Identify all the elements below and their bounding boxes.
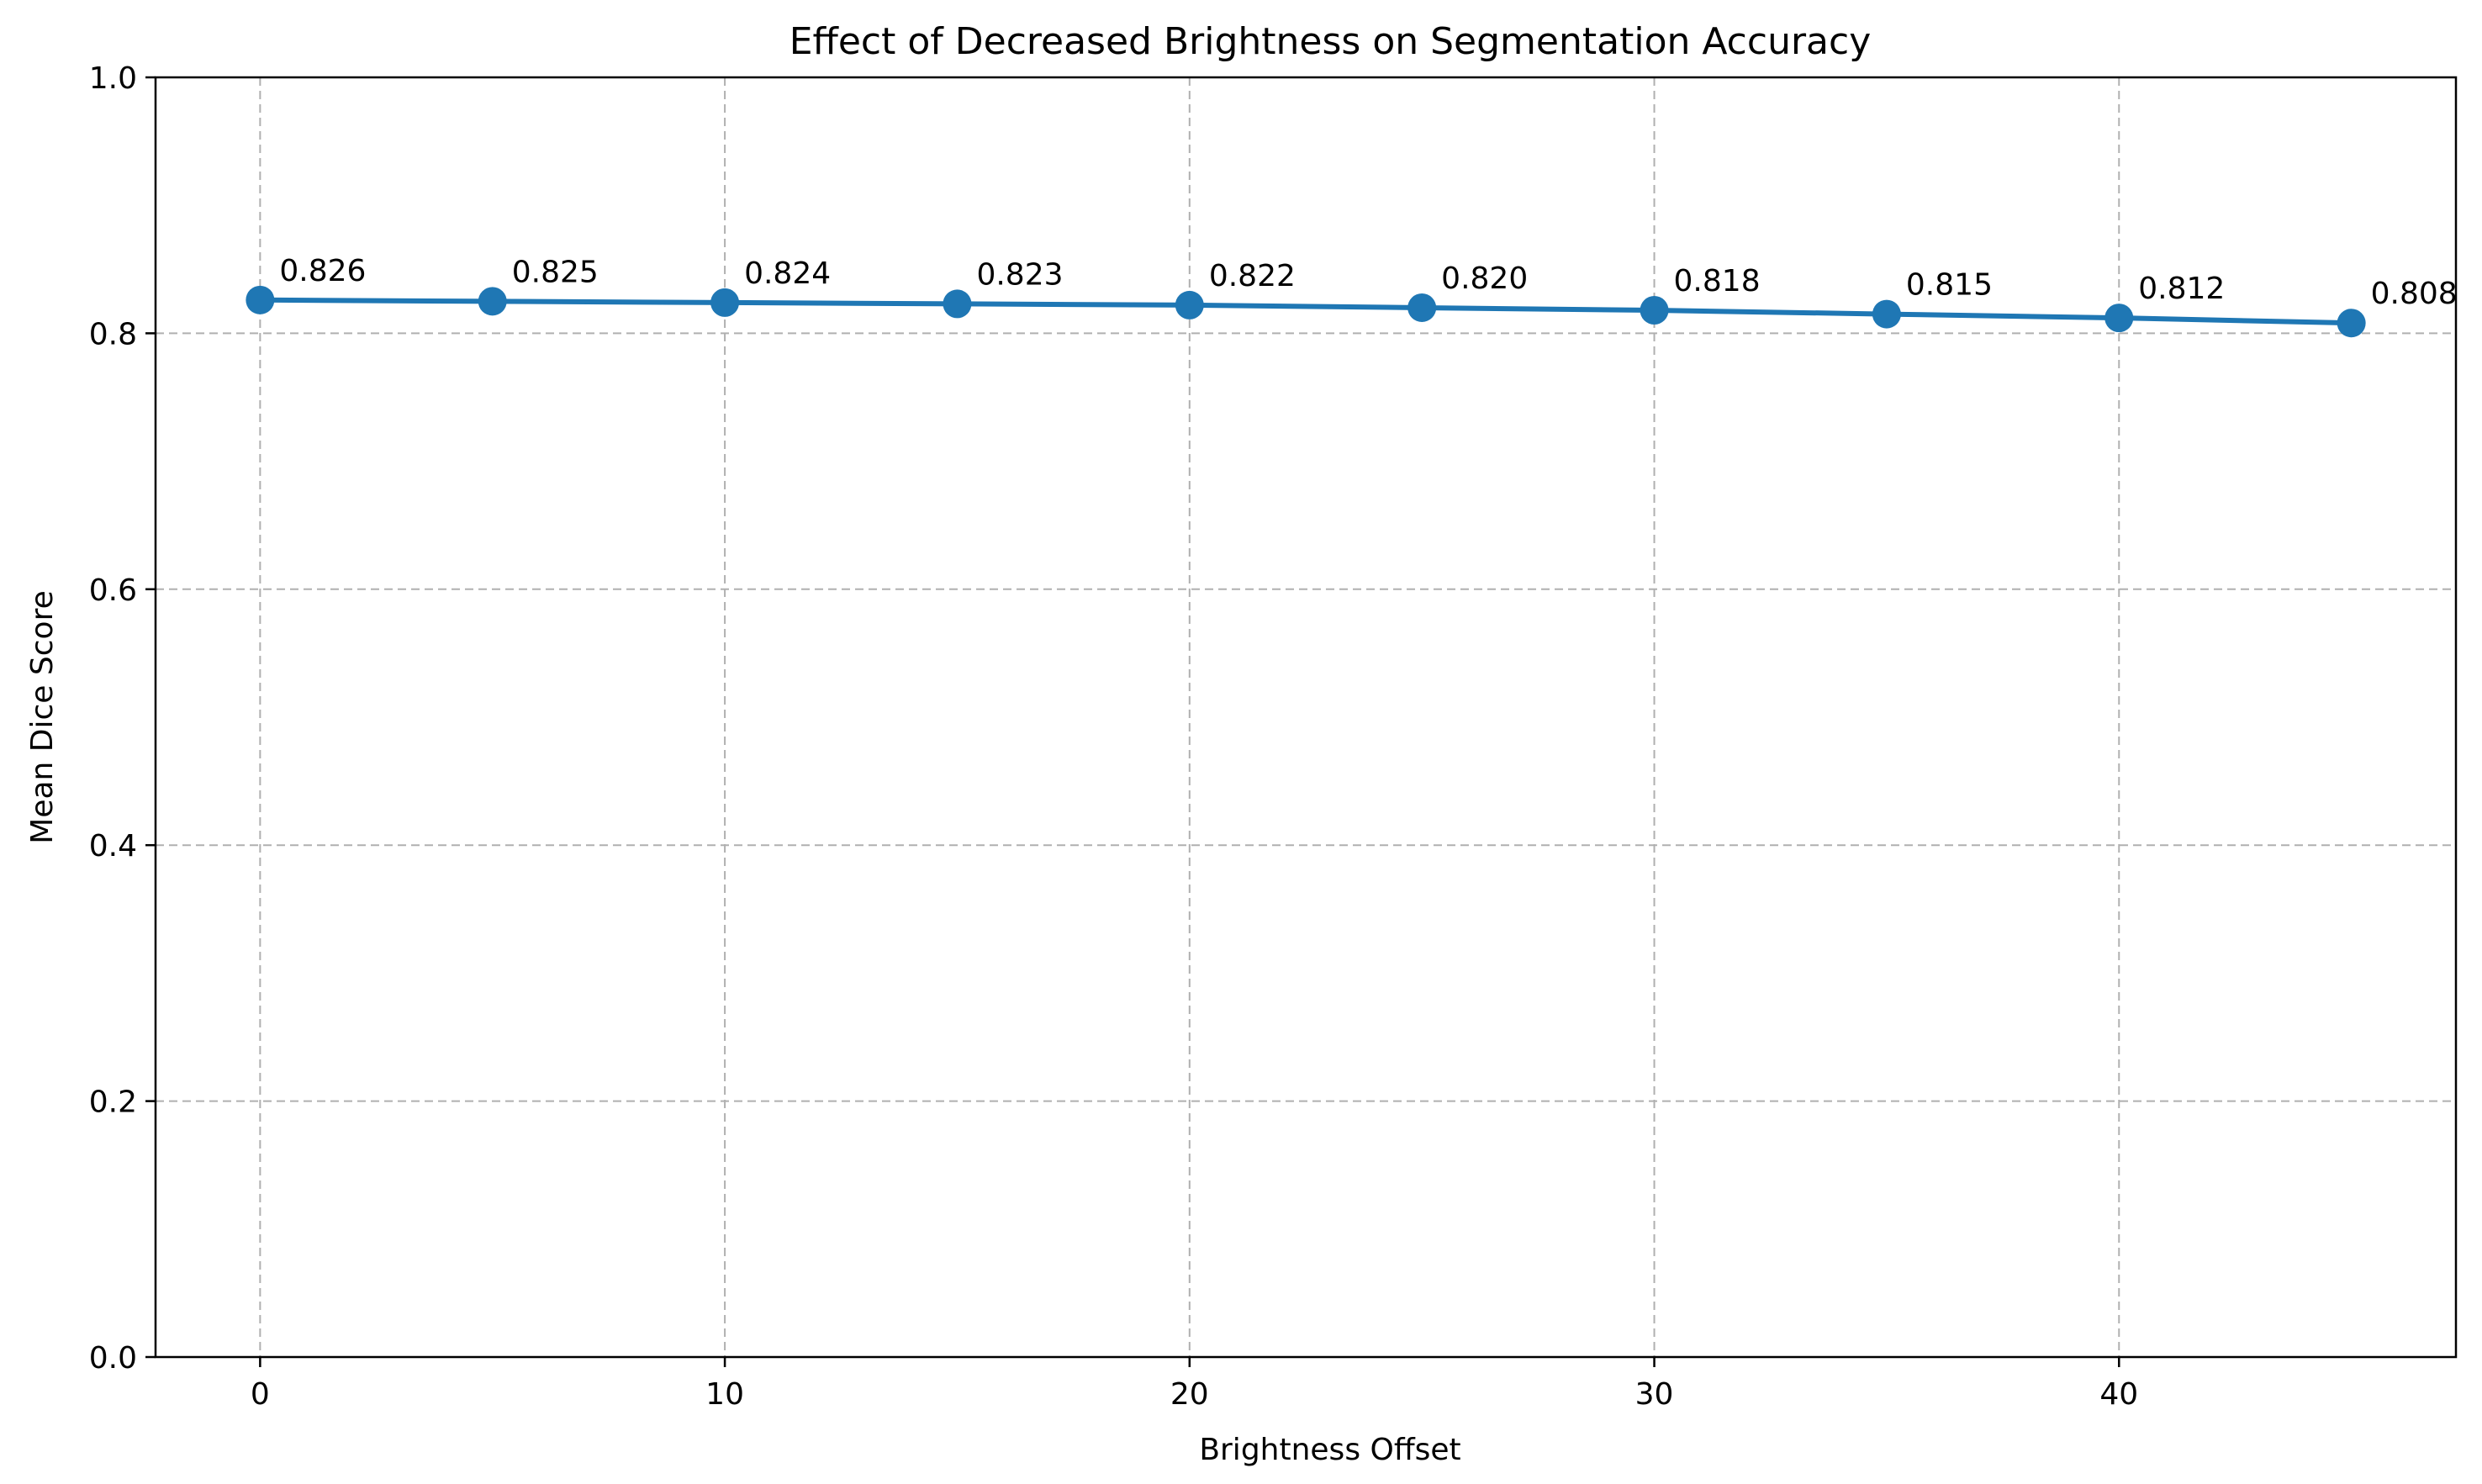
y-tick-label: 1.0 — [89, 61, 137, 96]
chart-title: Effect of Decreased Brightness on Segmen… — [789, 20, 1871, 63]
data-point — [246, 285, 275, 314]
data-label: 0.825 — [512, 255, 599, 289]
data-label: 0.824 — [744, 256, 831, 291]
y-tick-label: 0.4 — [89, 829, 137, 863]
plot-frame — [154, 76, 2458, 1359]
x-tick-label: 0 — [251, 1377, 270, 1412]
y-tick-label: 0.6 — [89, 573, 137, 608]
data-label: 0.812 — [2138, 272, 2225, 306]
data-point — [478, 287, 507, 316]
x-tick-label: 20 — [1170, 1377, 1209, 1412]
data-point — [710, 288, 740, 317]
y-axis-ticks: 0.0 0.2 0.4 0.6 0.8 1.0 — [89, 61, 156, 1376]
data-point — [1640, 296, 1669, 325]
data-point — [1407, 293, 1437, 322]
data-label: 0.818 — [1674, 264, 1761, 298]
grid — [156, 77, 2456, 1357]
y-axis-label: Mean Dice Score — [25, 590, 60, 843]
y-tick-label: 0.2 — [89, 1085, 137, 1120]
y-tick-label: 0.8 — [89, 317, 137, 351]
data-labels: 0.826 0.825 0.824 0.823 0.822 0.820 0.818 0.815… — [279, 254, 2457, 311]
y-tick-label: 0.0 — [89, 1341, 137, 1376]
data-label: 0.815 — [1906, 268, 1993, 303]
series-group — [246, 285, 2366, 338]
series-line — [257, 297, 2354, 326]
x-tick-label: 40 — [2099, 1377, 2138, 1412]
data-point — [1175, 290, 1204, 320]
x-axis-label: Brightness Offset — [1199, 1433, 1460, 1467]
data-point — [2104, 304, 2134, 333]
data-point — [943, 289, 972, 319]
x-tick-label: 30 — [1635, 1377, 1674, 1412]
data-label: 0.826 — [279, 254, 366, 288]
data-label: 0.822 — [1209, 259, 1296, 293]
x-axis-ticks: 0 10 20 30 40 — [251, 1357, 2138, 1412]
data-label: 0.820 — [1441, 261, 1528, 296]
data-point — [2337, 309, 2366, 338]
data-label: 0.823 — [976, 257, 1063, 292]
x-tick-label: 10 — [705, 1377, 744, 1412]
data-point — [1872, 299, 1901, 329]
data-label: 0.808 — [2371, 277, 2458, 311]
